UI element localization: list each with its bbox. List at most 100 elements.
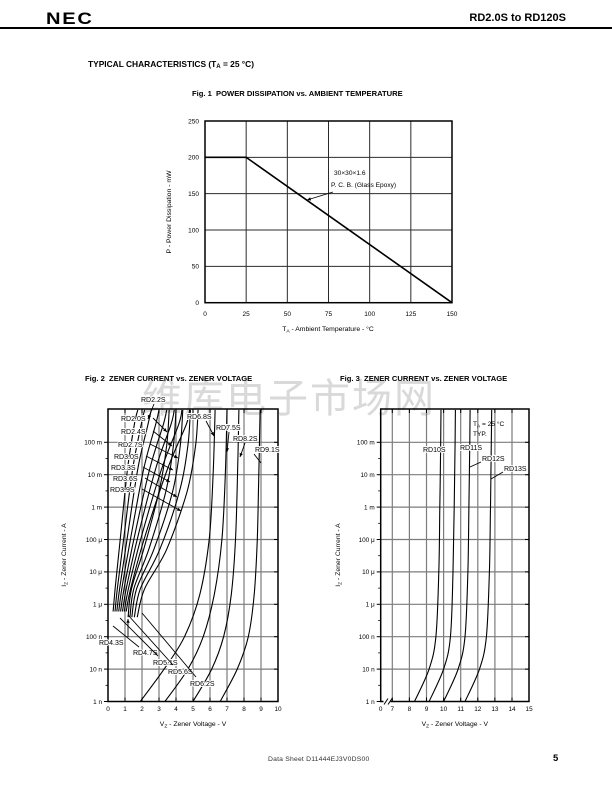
curve-label-RD3.3S: RD3.3S: [111, 465, 136, 472]
fig3-plot-border: [379, 408, 530, 703]
fig1-title: Fig. 1 POWER DISSIPATION vs. AMBIENT TEM…: [192, 89, 403, 98]
curve-label-RD3.6S: RD3.6S: [113, 476, 138, 483]
leader-RD3.3S-head: [165, 478, 170, 482]
curve-label-RD2.7S: RD2.7S: [118, 442, 143, 449]
leader-RD2.4S: [152, 430, 173, 447]
curve-RD2.7S: [118, 409, 160, 612]
leader-RD2.7S-head: [173, 454, 178, 458]
fig1-xtick-label: 150: [447, 311, 458, 318]
fig3-break-mask: [383, 699, 391, 704]
fig2-ytick-label: 10 μ: [89, 569, 102, 576]
fig1-plot-border: [204, 120, 453, 304]
fig3-xtick-label: 14: [508, 706, 516, 713]
leader-RD9.1S: [253, 453, 262, 464]
fig3-ytick-label: 100 n: [359, 634, 375, 641]
leader-RD3.9S: [141, 488, 182, 512]
leader-RD3.0S-head: [168, 466, 173, 470]
curve-label-RD5.1S: RD5.1S: [153, 660, 178, 667]
curve-RD6.8S: [139, 409, 216, 702]
fig1-xtick-label: 0: [203, 311, 207, 318]
curve-label-RD4.3S: RD4.3S: [99, 640, 124, 647]
curve-label-RD6.2S: RD6.2S: [190, 681, 215, 688]
fig3-ytick-label: 100 m: [357, 440, 375, 447]
leader-RD12S: [469, 461, 482, 468]
header-rule: [0, 27, 612, 29]
leader-RD8.2S-head: [239, 452, 243, 457]
fig3-chart: 1 n 10 n 100 n 1 μ 10 μ 100 μ 1 m 10 m 100 m 0 7 8 9…: [335, 408, 533, 729]
leader-RD3.9S-head: [176, 507, 181, 511]
fig2-ytick-label: 100 m: [84, 440, 102, 447]
fig2-ytick-label: 100 μ: [86, 537, 102, 544]
fig2-x-axis-label: VZ - Zener Voltage - V: [160, 721, 227, 729]
fig3-ytick-label: 10 μ: [362, 569, 375, 576]
fig1-xtick-label: 25: [243, 311, 251, 318]
leader-RD7.5S-head: [225, 448, 230, 452]
fig3-ytick-label: 1 n: [366, 699, 375, 706]
fig3-xtick-label: 13: [491, 706, 499, 713]
curve-RD2.2S: [114, 409, 146, 612]
leader-RD4.7S: [112, 625, 140, 648]
fig1-x-axis-label: TA - Ambient Temperature - °C: [282, 325, 374, 334]
curve-label-RD7.5S: RD7.5S: [216, 425, 241, 432]
curve-RD6.2S: [136, 409, 199, 618]
fig1-xtick-label: 125: [405, 311, 416, 318]
fig1-ytick-label: 100: [188, 227, 199, 234]
leader-RD6.8S-head: [210, 431, 214, 436]
fig3-xtick-label: 7: [391, 706, 395, 713]
curve-RD7.5S: [164, 409, 228, 702]
fig2-xtick-label: 7: [225, 706, 229, 713]
fig2-xtick-label: 4: [174, 706, 178, 713]
fig3-ytick-label: 1 m: [364, 504, 375, 511]
fig1-xtick-label: 75: [325, 311, 333, 318]
fig3-x-axis-label: VZ - Zener Voltage - V: [422, 721, 489, 729]
fig2-y-axis-label: IZ - Zener Current - A: [61, 523, 69, 587]
fig3-y-axis-label: IZ - Zener Current - A: [335, 523, 343, 587]
fig3-note-line1: TA = 25 °C: [473, 420, 505, 429]
leader-RD2.0S-head: [163, 428, 167, 432]
fig3-ytick-label: 1 μ: [366, 602, 375, 609]
fig1-ytick-label: 150: [188, 191, 199, 198]
fig2-xtick-label: 10: [274, 706, 282, 713]
fig1-ytick-label: 250: [188, 118, 199, 125]
curve-RD10S: [414, 409, 442, 702]
fig1-annotation-line1: 30×30×1.6: [334, 170, 366, 177]
curve-label-RD6.8S: RD6.8S: [187, 414, 212, 421]
leader-RD3.0S: [145, 455, 174, 471]
curve-label-RD10S: RD10S: [423, 447, 446, 454]
curve-RD2.4S: [116, 409, 152, 612]
curve-RD9.1S: [219, 409, 261, 702]
curve-RD11S: [428, 409, 456, 702]
fig3-ytick-label: 100 μ: [359, 537, 375, 544]
footer-doc-id: Data Sheet D11444EJ3V0DS00: [268, 756, 370, 763]
fig1-chart: 0 25 50 75 100 125 150 0 50 100 150 200 250 30×30×1.6…: [166, 118, 458, 334]
fig2-xtick-label: 6: [208, 706, 212, 713]
curve-RD3.0S: [120, 409, 168, 612]
leader-RD2.7S: [149, 443, 179, 459]
leader-RD4.3S-head: [126, 619, 130, 623]
leader-RD3.6S: [144, 477, 178, 498]
curve-label-RD2.4S: RD2.4S: [121, 429, 146, 436]
curve-label-RD12S: RD12S: [482, 456, 505, 463]
fig1-ytick-label: 0: [195, 300, 199, 307]
leader-RD5.1S: [119, 617, 159, 657]
curve-label-RD2.0S: RD2.0S: [121, 416, 146, 423]
curve-RD5.1S: [131, 409, 184, 618]
fig1-y-axis-label: P - Power Dissipation - mW: [166, 170, 173, 254]
leader-RD3.6S-head: [172, 493, 177, 497]
curve-RD3.9S: [125, 409, 191, 612]
curve-label-RD4.7S: RD4.7S: [133, 650, 158, 657]
fig2-xtick-label: 1: [123, 706, 127, 713]
curve-label-RD11S: RD11S: [460, 445, 482, 452]
leader-RD2.4S-head: [167, 442, 172, 446]
fig2-xtick-label: 5: [191, 706, 195, 713]
fig3-xtick-label: 8: [408, 706, 412, 713]
curve-RD3.3S: [121, 409, 175, 612]
fig2-xtick-label: 0: [106, 706, 110, 713]
curve-power-derating-line: [205, 156, 453, 304]
fig2-ytick-label: 100 n: [86, 634, 102, 641]
curve-RD12S: [443, 409, 471, 702]
leader-RD2.2S-head: [147, 414, 151, 419]
fig3-break-mark: [387, 698, 393, 705]
fig1-xtick-label: 50: [284, 311, 292, 318]
